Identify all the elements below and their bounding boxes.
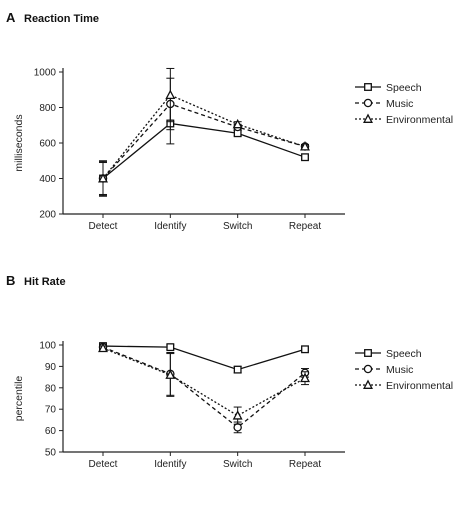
series-environmental (98, 67, 310, 195)
panel-letter-b: B (6, 273, 15, 288)
y-tick-label: 600 (39, 139, 56, 150)
legend-item-speech: Speech (355, 82, 422, 94)
legend-label: Music (386, 364, 413, 376)
y-axis-label: percentile (13, 376, 25, 422)
y-tick-label: 70 (45, 405, 57, 416)
series-line (102, 347, 306, 417)
data-point (233, 365, 242, 374)
legend-item-music: Music (355, 364, 413, 376)
y-tick-label: 80 (45, 383, 57, 394)
series-line (102, 345, 306, 371)
series-environmental (98, 342, 310, 425)
series-line (102, 346, 306, 429)
x-tick-label: Identify (154, 459, 186, 470)
series-layer (98, 342, 310, 434)
y-tick-label: 200 (39, 210, 56, 221)
legend-item-environmental: Environmental (355, 113, 453, 126)
legend: Speech Music Environmental (355, 348, 453, 392)
series-line (102, 94, 306, 179)
y-axis-label: milliseconds (13, 114, 25, 171)
legend-label: Environmental (386, 380, 453, 392)
data-point (233, 423, 242, 432)
hit-rate-panel: B Hit Rate percentile 50 60 70 80 90 100 Detec… (6, 273, 453, 470)
x-tick-label: Detect (89, 221, 118, 232)
data-point (301, 345, 309, 354)
series-speech (99, 102, 309, 197)
legend-label: Speech (386, 82, 422, 94)
x-tick-label: Detect (89, 459, 118, 470)
legend-label: Speech (386, 348, 422, 360)
legend-marker (364, 349, 372, 357)
data-point (166, 343, 175, 352)
data-point (232, 410, 243, 420)
legend-label: Music (386, 98, 413, 110)
panel-title-reaction-time: Reaction Time (24, 13, 99, 25)
y-tick-label: 800 (39, 103, 56, 114)
y-tick-label: 1000 (34, 68, 57, 79)
legend-item-music: Music (355, 98, 413, 110)
x-tick-label: Switch (223, 459, 252, 470)
y-tick-label: 90 (45, 362, 57, 373)
y-tick-label: 400 (39, 174, 56, 185)
y-tick-label: 60 (45, 426, 57, 437)
legend-label: Environmental (386, 114, 453, 126)
x-tick-label: Switch (223, 221, 252, 232)
legend-marker (363, 98, 373, 108)
series-layer (98, 67, 310, 197)
axes: 200 400 600 800 1000 Detect Identify Switch Repe… (34, 68, 345, 232)
y-tick-label: 50 (45, 448, 57, 459)
legend-marker (363, 364, 373, 374)
reaction-time-panel: A Reaction Time milliseconds 200 400 600 80… (6, 10, 453, 232)
panel-letter-a: A (6, 10, 16, 25)
panel-title-hit-rate: Hit Rate (24, 276, 66, 288)
y-tick-label: 100 (39, 341, 56, 352)
data-point (300, 141, 310, 151)
data-point (98, 342, 108, 353)
legend-marker (363, 113, 373, 123)
data-point (232, 118, 243, 129)
series-line (102, 103, 306, 179)
legend: Speech Music Environmental (355, 82, 453, 126)
x-tick-label: Repeat (289, 221, 321, 232)
data-point (165, 369, 176, 379)
series-line (102, 122, 306, 180)
axes: 50 60 70 80 90 100 Detect Identify Switch Repeat (39, 341, 345, 470)
x-tick-label: Identify (154, 221, 186, 232)
data-point (301, 153, 309, 162)
series-music (98, 77, 310, 196)
legend-item-speech: Speech (355, 348, 422, 360)
x-tick-label: Repeat (289, 459, 321, 470)
data-point (98, 173, 108, 183)
data-point (165, 89, 176, 100)
data-point (300, 372, 310, 383)
legend-marker (364, 83, 372, 91)
legend-marker (363, 379, 373, 389)
legend-item-environmental: Environmental (355, 379, 453, 392)
